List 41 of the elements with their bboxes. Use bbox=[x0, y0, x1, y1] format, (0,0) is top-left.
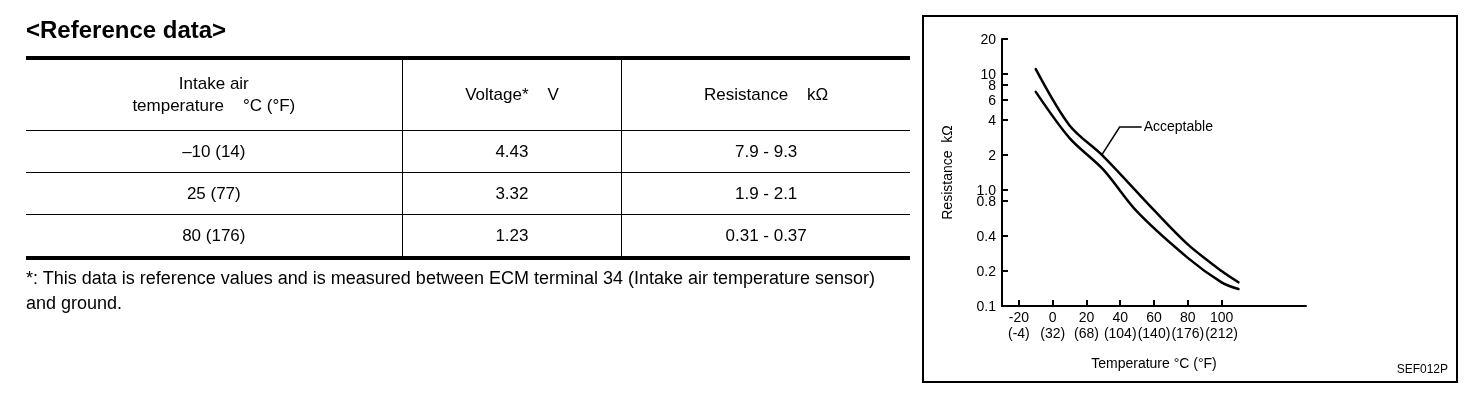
category-label: Voltage* V bbox=[402, 58, 622, 131]
y-axis-title: Resistance kΩ bbox=[939, 125, 955, 220]
x2-tick-label: (176) bbox=[1171, 325, 1205, 341]
text: 7.9 - 9.3 bbox=[734, 141, 798, 161]
category-label: Intake air temperature °C (°F) bbox=[26, 58, 403, 131]
y-tick-label: 10 bbox=[980, 65, 997, 82]
x-tick-label: 80 bbox=[1179, 309, 1196, 325]
x-tick-label: -20 bbox=[1008, 309, 1030, 325]
annotation: Acceptable bbox=[1143, 118, 1214, 135]
text: *: This data is reference values and is measured between ECM terminal 34 (Intake air temperature sensor) and ground. bbox=[26, 267, 877, 315]
x-tick-label: 100 bbox=[1209, 309, 1234, 325]
text: 4.43 bbox=[495, 141, 529, 161]
y-tick-label: 1.0 bbox=[976, 181, 997, 198]
x2-tick-label: (32) bbox=[1040, 325, 1066, 341]
text: –10 (14) bbox=[182, 141, 246, 161]
category-label: Resistance kΩ bbox=[621, 58, 910, 131]
y-tick-label: 4 bbox=[988, 112, 997, 129]
y-tick-label: 6 bbox=[988, 91, 997, 108]
x-tick-label: 40 bbox=[1112, 309, 1129, 325]
y-tick-label: 0.4 bbox=[976, 228, 997, 245]
text: 3.32 bbox=[495, 183, 529, 203]
text: 25 (77) bbox=[186, 183, 241, 203]
text: 1.23 bbox=[495, 225, 529, 245]
y-tick-label: 20 bbox=[980, 31, 997, 47]
text: SEF012P bbox=[1396, 362, 1449, 376]
x-tick-label: 20 bbox=[1078, 309, 1095, 325]
x-tick-label: 0 bbox=[1048, 309, 1057, 325]
y-tick-label: 0.2 bbox=[976, 263, 997, 280]
text: 80 (176) bbox=[182, 225, 246, 245]
x-axis-title: Temperature °C (°F) bbox=[1091, 355, 1217, 371]
y-tick-label: 0.1 bbox=[976, 298, 997, 314]
x2-tick-label: (-4) bbox=[1008, 325, 1030, 341]
y-tick-label: 2 bbox=[988, 147, 997, 164]
x2-tick-label: (104) bbox=[1103, 325, 1137, 341]
text: <Reference data> bbox=[26, 16, 228, 44]
text: 0.31 - 0.37 bbox=[725, 225, 807, 245]
x2-tick-label: (140) bbox=[1137, 325, 1171, 341]
x2-tick-label: (68) bbox=[1073, 325, 1099, 341]
x-tick-label: 60 bbox=[1146, 309, 1162, 325]
text: 1.9 - 2.1 bbox=[734, 183, 798, 203]
x2-tick-label: (212) bbox=[1205, 325, 1238, 341]
